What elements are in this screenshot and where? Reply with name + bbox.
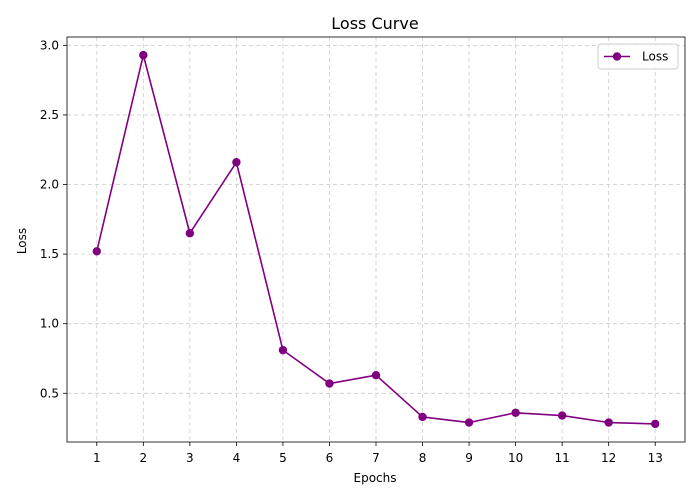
data-point <box>325 379 334 388</box>
x-tick-label: 5 <box>279 451 287 465</box>
y-tick-label: 3.0 <box>40 38 59 52</box>
data-point <box>278 345 288 355</box>
data-point <box>464 418 474 427</box>
x-tick-label: 9 <box>465 451 473 465</box>
x-tick-label: 2 <box>139 451 147 465</box>
x-tick-label: 12 <box>601 451 616 465</box>
x-tick-label: 13 <box>648 451 663 465</box>
data-point <box>232 158 241 167</box>
data-point <box>185 229 195 238</box>
data-point <box>418 412 427 422</box>
x-tick-label: 6 <box>326 451 334 465</box>
data-point <box>511 408 520 417</box>
data-point <box>604 418 613 427</box>
legend: Loss <box>597 43 679 70</box>
data-point <box>371 370 381 380</box>
y-axis-label: Loss <box>15 228 29 254</box>
series-layer <box>92 50 660 429</box>
data-point <box>557 411 567 420</box>
y-tick-label: 0.5 <box>40 386 59 400</box>
legend-box <box>597 43 679 70</box>
x-axis-label: Epochs <box>354 471 397 485</box>
x-tick-label: 4 <box>233 451 241 465</box>
x-tick-label: 10 <box>508 451 523 465</box>
data-point <box>651 419 660 429</box>
data-point <box>139 50 148 60</box>
y-tick-label: 2.0 <box>40 178 59 192</box>
x-tick-label: 8 <box>419 451 427 465</box>
y-tick-label: 1.5 <box>40 247 59 261</box>
y-tick-label: 1.0 <box>40 317 59 331</box>
x-tick-label: 11 <box>555 451 570 465</box>
x-tick-label: 3 <box>186 451 194 465</box>
x-tick-label: 1 <box>93 451 101 465</box>
legend-label: Loss <box>642 50 668 64</box>
data-point <box>92 247 101 256</box>
grid <box>67 37 685 442</box>
x-tick-label: 7 <box>372 451 380 465</box>
ticks: 1 2 3 4 5 6 7 8 9 10 11 12 130.51.01.52.02.53.0 <box>40 38 663 465</box>
y-tick-label: 2.5 <box>40 108 59 122</box>
chart-title: Loss Curve <box>331 14 418 33</box>
legend-marker <box>612 52 622 61</box>
